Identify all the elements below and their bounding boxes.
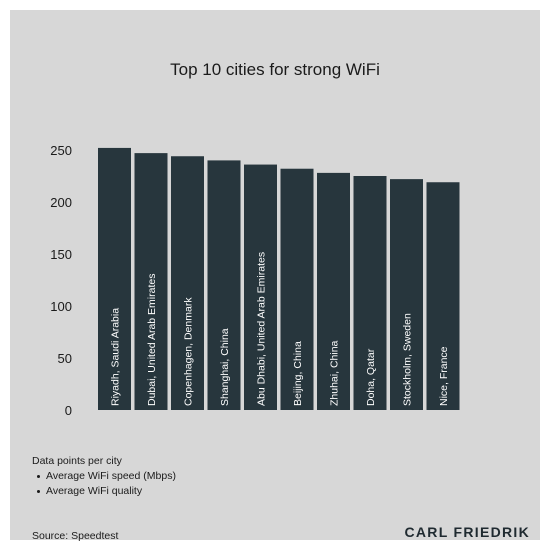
bar: [98, 147, 131, 411]
bar: [390, 179, 423, 410]
y-tick-label: 250: [50, 143, 72, 158]
bar-category-label: Doha, Qatar: [365, 348, 377, 406]
y-tick-label: 200: [50, 195, 72, 210]
y-tick-label: 50: [58, 351, 72, 366]
bar-category-label: Zhuhai, China: [329, 340, 341, 406]
source-note: Source: Speedtest: [32, 530, 119, 542]
bar: [317, 172, 350, 410]
legend-item-quality: Average WiFi quality: [32, 484, 176, 499]
bar-category-label: Stockholm, Sweden: [402, 313, 414, 406]
brand-logo: CARL FRIEDRIK: [404, 524, 530, 540]
bar-category-label: Nice, France: [438, 346, 450, 406]
y-tick-label: 100: [50, 299, 72, 314]
y-tick-label: 150: [50, 247, 72, 262]
bar-category-label: Abu Dhabi, United Arab Emirates: [256, 252, 268, 406]
bar-category-label: Shanghai, China: [219, 328, 231, 406]
y-tick-label: 0: [65, 403, 72, 418]
bar-category-label: Dubai, United Arab Emirates: [146, 274, 158, 406]
bar-category-label: Riyadh, Saudi Arabia: [110, 308, 122, 406]
bar-category-label: Beijing, China: [292, 341, 304, 406]
bar: [134, 153, 168, 410]
bar: [171, 156, 204, 410]
bar-category-label: Copenhagen, Denmark: [183, 297, 195, 406]
chart-card: Top 10 cities for strong WiFi 0 50 100 150 2…: [10, 10, 540, 542]
chart-title: Top 10 cities for strong WiFi: [170, 60, 380, 79]
bar: [280, 168, 314, 410]
legend: Data points per city Average WiFi speed …: [32, 454, 176, 499]
bar: [426, 182, 460, 410]
bar: [353, 176, 387, 410]
bar: [207, 160, 241, 410]
bar: [244, 164, 277, 410]
legend-item-speed: Average WiFi speed (Mbps): [32, 469, 176, 484]
legend-heading: Data points per city: [32, 455, 122, 467]
bar-chart: 0 50 100 150 200 250 Riyadh, Saudi Arabia Dubai…: [50, 143, 460, 418]
